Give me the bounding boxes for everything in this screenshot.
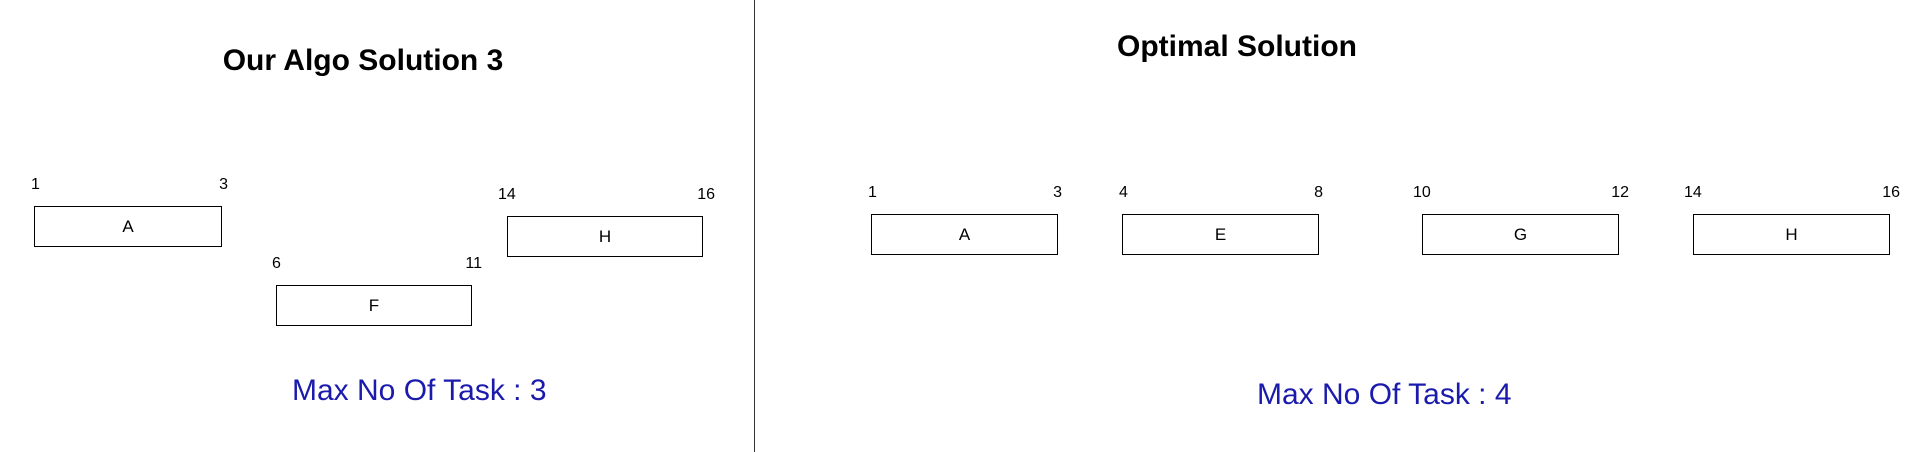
summary-value: 4 — [1494, 378, 1512, 411]
task-box: A — [34, 206, 222, 247]
left-task-a: 1 3 A — [31, 176, 228, 247]
task-box: H — [507, 216, 703, 257]
task-label: E — [1214, 224, 1227, 244]
right-task-h: 14 16 H — [1684, 184, 1900, 255]
task-start-label: 4 — [1119, 184, 1128, 201]
task-end-label: 8 — [1314, 184, 1323, 201]
left-max-task-summary: Max No Of Task : 3 — [292, 374, 547, 408]
summary-label: Max No Of Task : — [1257, 378, 1487, 411]
left-task-f: 6 11 F — [272, 255, 482, 326]
task-label: A — [122, 216, 134, 236]
task-box: G — [1422, 214, 1619, 255]
task-end-label: 16 — [1882, 184, 1900, 201]
task-box: E — [1122, 214, 1319, 255]
task-box: H — [1693, 214, 1890, 255]
task-label: H — [598, 226, 612, 246]
task-start-label: 14 — [498, 186, 516, 203]
task-label: F — [368, 295, 380, 315]
task-end-label: 3 — [1053, 184, 1062, 201]
task-start-label: 10 — [1413, 184, 1431, 201]
task-start-label: 14 — [1684, 184, 1702, 201]
task-end-label: 11 — [465, 255, 482, 272]
task-box: A — [871, 214, 1058, 255]
task-start-label: 6 — [272, 255, 281, 272]
right-task-a: 1 3 A — [868, 184, 1062, 255]
right-max-task-summary: Max No Of Task : 4 — [1257, 378, 1512, 412]
task-end-label: 12 — [1611, 184, 1629, 201]
summary-label: Max No Of Task : — [292, 374, 522, 407]
task-end-label: 3 — [219, 176, 228, 193]
task-label: A — [958, 224, 971, 244]
left-panel-title: Our Algo Solution 3 — [222, 44, 504, 77]
task-box: F — [276, 285, 472, 326]
panel-divider — [754, 0, 755, 452]
summary-value: 3 — [529, 374, 547, 407]
task-label: G — [1513, 224, 1528, 244]
task-end-label: 16 — [697, 186, 715, 203]
right-panel-title: Optimal Solution — [1117, 30, 1357, 63]
left-task-h: 14 16 H — [498, 186, 715, 257]
task-label: H — [1785, 224, 1798, 244]
task-start-label: 1 — [31, 176, 40, 193]
right-task-e: 4 8 E — [1119, 184, 1323, 255]
right-task-g: 10 12 G — [1413, 184, 1629, 255]
task-start-label: 1 — [868, 184, 877, 201]
